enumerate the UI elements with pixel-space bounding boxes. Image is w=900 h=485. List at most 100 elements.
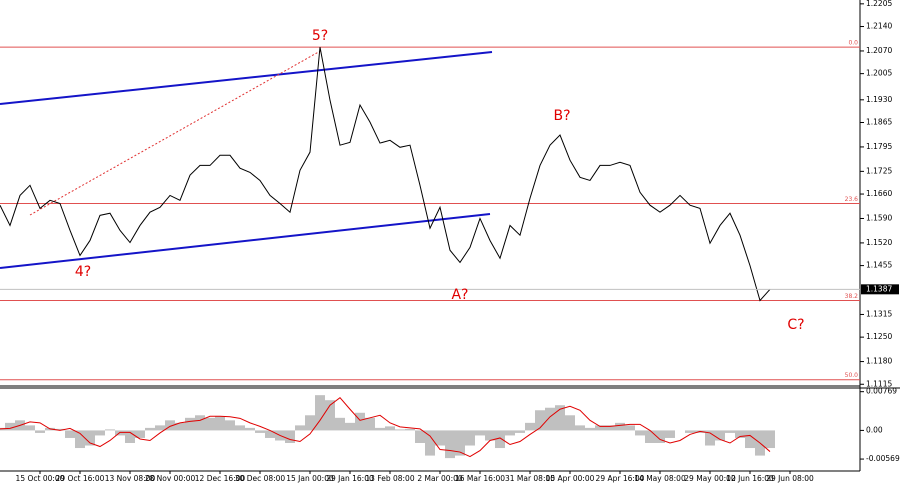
x-tick-label: 30 Dec 08:00 <box>235 474 286 483</box>
histogram-bar <box>5 422 15 431</box>
x-tick-label: 15 Oct 00:00 <box>16 474 65 483</box>
fib-level-label: 0.0 <box>848 40 858 47</box>
x-tick-label: 12 Jun 16:00 <box>726 474 774 483</box>
histogram-bar <box>685 430 695 433</box>
histogram-bar <box>425 430 435 456</box>
histogram-bar <box>25 425 35 431</box>
histogram-bar <box>55 428 65 431</box>
last-price-box <box>861 284 899 295</box>
histogram-bar <box>295 425 305 431</box>
y-tick-label: 1.1455 <box>866 261 892 270</box>
histogram-bar <box>705 430 715 446</box>
x-tick-label: 15 Jan 00:00 <box>286 474 334 483</box>
histogram-bar <box>265 430 275 438</box>
histogram-bar <box>205 417 215 431</box>
x-tick-label: 16 Mar 16:00 <box>455 474 505 483</box>
histogram-bar <box>285 430 295 443</box>
y-tick-label: 1.1725 <box>866 166 892 175</box>
histogram-bar <box>315 395 325 431</box>
histogram-bar <box>525 422 535 431</box>
y-tick-label: 1.2070 <box>866 46 892 55</box>
x-tick-label: 15 Apr 00:00 <box>546 474 595 483</box>
histogram-bar <box>435 430 445 446</box>
channel-line <box>0 51 493 105</box>
histogram-bar <box>235 425 245 431</box>
y-tick-label: 1.1795 <box>866 142 892 151</box>
histogram-bar <box>615 422 625 431</box>
histogram-bar <box>365 417 375 431</box>
fib-level-label: 50.0 <box>845 372 859 379</box>
histogram-bar <box>585 427 595 431</box>
y-tick-label: 1.2140 <box>866 22 892 31</box>
histogram-bar <box>375 427 385 431</box>
histogram-bar <box>245 427 255 431</box>
histogram-bar <box>255 430 265 433</box>
histogram-bar <box>575 425 585 431</box>
histogram-bar <box>565 415 575 431</box>
x-tick-label: 29 Jun 08:00 <box>766 474 814 483</box>
wave-label: C? <box>787 317 804 333</box>
histogram-bar <box>445 430 455 459</box>
histogram-bar <box>555 405 565 431</box>
wave-label: 4? <box>75 264 91 280</box>
x-tick-label: 29 Jan 16:00 <box>326 474 374 483</box>
histogram-bar <box>125 430 135 443</box>
histogram-bar <box>665 430 675 438</box>
histogram-bar <box>735 430 745 438</box>
y-tick-label: 1.1865 <box>866 118 892 127</box>
histogram-bar <box>405 428 415 431</box>
histogram-bar <box>715 430 725 441</box>
y-tick-label: 1.1520 <box>866 238 892 247</box>
histogram-bar <box>545 407 555 431</box>
y-tick-label: 1.2205 <box>866 0 892 8</box>
fib-level-label: 23.6 <box>845 196 859 203</box>
histogram-bar <box>75 430 85 449</box>
histogram-bar <box>725 430 735 433</box>
histogram-bar <box>355 412 365 431</box>
histogram-bar <box>225 420 235 431</box>
histogram-bar <box>65 430 75 438</box>
histogram-bar <box>165 420 175 431</box>
wave-label: B? <box>553 108 570 124</box>
y-tick-label: 1.1930 <box>866 95 892 104</box>
histogram-bar <box>335 417 345 431</box>
histogram-bar <box>625 425 635 431</box>
histogram-bar <box>455 430 465 456</box>
x-tick-label: 12 Dec 16:00 <box>195 474 246 483</box>
x-tick-label: 31 Mar 08:00 <box>505 474 555 483</box>
histogram-bar <box>765 430 775 449</box>
histogram-bar <box>475 430 485 436</box>
y-tick-label: -0.00569 <box>866 454 900 463</box>
y-tick-label: 1.1250 <box>866 332 892 341</box>
y-tick-label: 1.1180 <box>866 357 892 366</box>
x-tick-label: 13 Nov 08:00 <box>105 474 156 483</box>
wave-label: 5? <box>312 28 328 44</box>
signal-line <box>0 396 771 458</box>
histogram-bar <box>495 430 505 449</box>
x-tick-label: 29 May 00:00 <box>684 474 736 483</box>
histogram-bar <box>85 430 95 446</box>
histogram-bar <box>185 417 195 431</box>
histogram-bar <box>95 430 105 436</box>
histogram-bar <box>395 429 405 431</box>
y-tick-label: 1.1115 <box>866 379 892 388</box>
y-tick-label: 1.2005 <box>866 69 892 78</box>
x-tick-label: 29 Oct 16:00 <box>56 474 105 483</box>
histogram-bar <box>635 430 645 436</box>
histogram-bar <box>35 430 45 433</box>
histogram-bar <box>325 400 335 431</box>
fib-level-label: 38.2 <box>845 293 859 300</box>
x-tick-label: 13 Feb 08:00 <box>365 474 414 483</box>
histogram-bar <box>515 430 525 433</box>
y-tick-label: 1.1590 <box>866 213 892 222</box>
histogram-bar <box>135 430 145 438</box>
y-tick-label: 1.1660 <box>866 189 892 198</box>
x-tick-label: 14 May 08:00 <box>634 474 686 483</box>
histogram-bar <box>345 422 355 431</box>
channel-line <box>0 213 491 269</box>
histogram-bar <box>535 410 545 431</box>
histogram-bar <box>305 415 315 431</box>
histogram-bar <box>465 430 475 446</box>
histogram-bar <box>415 430 425 443</box>
